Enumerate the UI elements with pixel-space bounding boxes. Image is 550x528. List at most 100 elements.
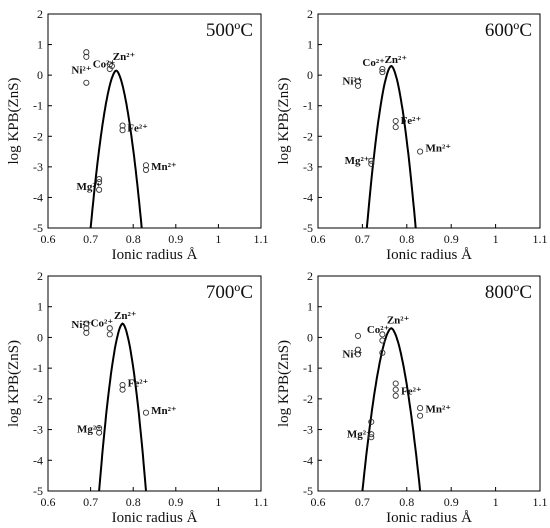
x-tick-label: 1.1	[533, 495, 548, 509]
data-point	[96, 429, 103, 436]
ion-label: Zn²⁺	[385, 54, 408, 66]
chart-title: 800ºC	[485, 282, 532, 303]
ion-label: Fe²⁺	[401, 115, 422, 127]
y-tick-label: -2	[303, 392, 313, 406]
x-tick-label: 0.6	[41, 495, 56, 509]
ion-label: Mn²⁺	[425, 143, 451, 155]
x-tick-label: 0.8	[399, 495, 414, 509]
ion-label: Co²⁺	[367, 324, 390, 336]
y-tick-label: 1	[307, 38, 313, 52]
data-point	[417, 148, 424, 155]
y-tick-label: -5	[33, 221, 43, 235]
data-point	[106, 325, 113, 332]
data-point	[96, 424, 103, 432]
y-tick-label: -4	[303, 453, 313, 467]
y-axis-label: log KPB(ZnS)	[276, 77, 292, 164]
data-point	[83, 49, 90, 56]
data-point	[96, 186, 103, 193]
x-tick-label: 0.6	[41, 232, 56, 246]
x-tick-label: 0.7	[355, 495, 370, 509]
data-point	[83, 53, 90, 60]
ion-label: Mg²⁺	[77, 181, 102, 193]
data-point	[142, 166, 150, 173]
data-point	[368, 160, 375, 167]
data-point	[392, 392, 399, 399]
x-tick-label: 0.7	[83, 495, 98, 509]
data-point	[417, 405, 424, 412]
data-point	[379, 349, 386, 356]
ion-label: Mg²⁺	[345, 155, 370, 167]
x-tick-label: 0.8	[399, 232, 414, 246]
plot-frame	[47, 13, 262, 229]
data-point	[379, 69, 386, 76]
x-tick-label: 1	[493, 232, 499, 246]
y-tick-label: -3	[33, 423, 43, 437]
data-point	[119, 127, 126, 134]
ion-label: Ni²⁺	[342, 348, 362, 360]
data-point	[354, 346, 362, 353]
chart-title: 600ºC	[485, 20, 532, 41]
ion-label: Mn²⁺	[151, 161, 177, 173]
y-tick-label: 0	[307, 330, 313, 344]
y-tick-label: -4	[33, 453, 43, 467]
x-tick-label: 1.1	[533, 232, 548, 246]
x-tick-label: 0.6	[311, 232, 326, 246]
x-tick-label: 0.9	[444, 232, 459, 246]
ion-label: Co²⁺	[93, 59, 116, 71]
data-point	[96, 176, 103, 183]
y-tick-label: 2	[37, 269, 43, 283]
y-tick-label: 2	[307, 269, 313, 283]
x-axis-label: Ionic radius Å	[386, 510, 472, 526]
y-axis-label: log KPB(ZnS)	[6, 340, 22, 427]
y-tick-label: -4	[33, 190, 43, 204]
data-point	[392, 124, 399, 131]
ion-label: Co²⁺	[362, 57, 385, 69]
chart-title: 500ºC	[206, 20, 253, 41]
y-tick-label: -3	[303, 423, 313, 437]
y-tick-label: 1	[37, 300, 43, 314]
data-point	[392, 386, 399, 393]
chart-panel: 0.6 0.7 0.8 0.9 1 1.1 2 1 0 -1 -2 -3 -4 -5 Ionic radiu…	[6, 269, 269, 526]
data-point	[119, 381, 126, 389]
chart-panel: 0.6 0.7 0.8 0.9 1 1.1 2 1 0 -1 -2 -3 -4 -5 Ionic radiu…	[276, 7, 548, 263]
x-tick-label: 1	[493, 495, 499, 509]
ion-label: Ni²⁺	[71, 319, 91, 331]
x-tick-label: 1	[215, 495, 221, 509]
y-tick-label: 2	[307, 7, 313, 21]
data-point	[119, 386, 126, 393]
x-tick-label: 0.8	[126, 232, 141, 246]
x-tick-label: 0.9	[168, 232, 183, 246]
ion-label: Mn²⁺	[151, 405, 177, 417]
ion-label: Zn²⁺	[387, 315, 410, 327]
x-axis-label: Ionic radius Å	[112, 247, 198, 263]
x-tick-label: 1.1	[254, 495, 269, 509]
ion-label: Ni²⁺	[71, 65, 91, 77]
y-axis-label: log KPB(ZnS)	[6, 77, 22, 164]
ion-label: Mn²⁺	[425, 404, 451, 416]
chart-panel: 0.6 0.7 0.8 0.9 1 1.1 2 1 0 -1 -2 -3 -4 -5 Ionic radiu…	[6, 7, 269, 263]
y-tick-label: -5	[303, 484, 313, 498]
ion-label: Zn²⁺	[113, 51, 136, 63]
data-point	[96, 179, 103, 186]
plot-frame	[317, 275, 541, 492]
data-point	[368, 418, 375, 425]
ion-label: Co²⁺	[91, 318, 114, 330]
data-point	[108, 62, 115, 70]
data-point	[354, 351, 362, 358]
x-tick-label: 0.9	[168, 495, 183, 509]
data-point	[106, 331, 113, 338]
data-point	[142, 409, 150, 416]
data-point	[392, 117, 399, 125]
data-point	[119, 122, 126, 129]
x-axis-label: Ionic radius Å	[386, 247, 472, 263]
data-point	[142, 162, 150, 169]
y-tick-label: -1	[303, 361, 313, 375]
y-tick-label: -2	[33, 129, 43, 143]
y-tick-label: -3	[33, 160, 43, 174]
y-tick-label: 1	[37, 38, 43, 52]
x-tick-label: 0.8	[126, 495, 141, 509]
data-point	[379, 65, 386, 73]
data-point	[83, 79, 90, 86]
y-tick-label: 0	[37, 68, 43, 82]
